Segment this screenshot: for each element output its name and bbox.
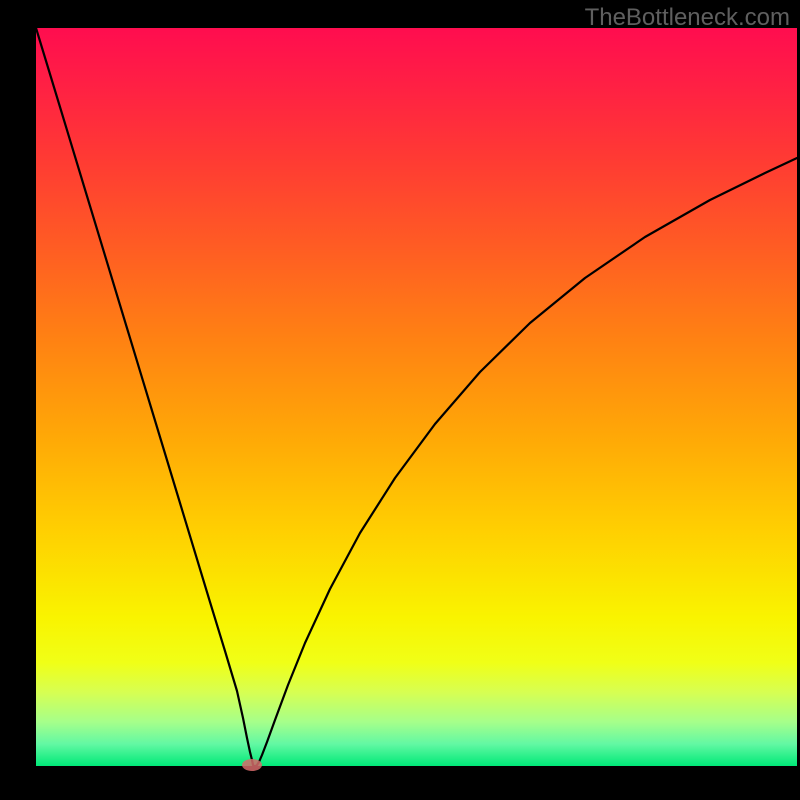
- watermark-text: TheBottleneck.com: [585, 4, 790, 32]
- trough-marker: [242, 759, 262, 771]
- plot-background: [36, 28, 797, 766]
- chart-container: TheBottleneck.com: [0, 0, 800, 800]
- chart-svg: [0, 0, 800, 800]
